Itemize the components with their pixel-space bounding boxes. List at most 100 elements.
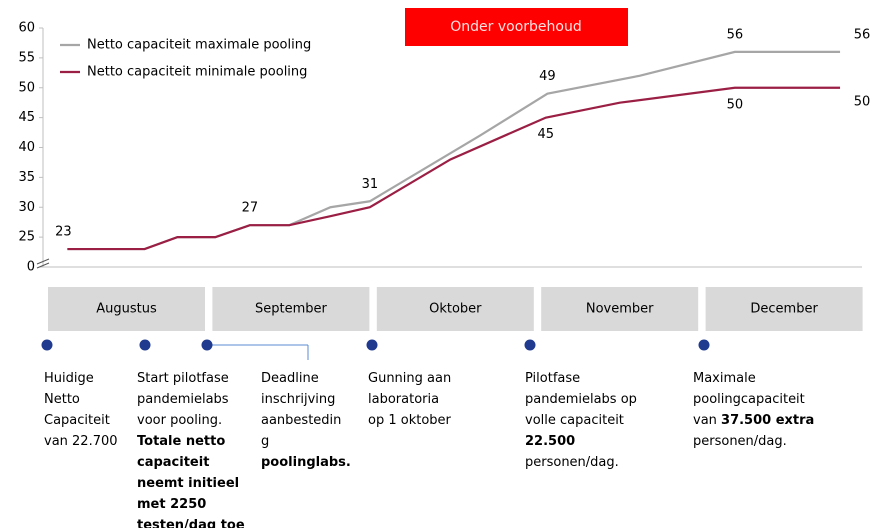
milestone-text: testen/dag toe bbox=[137, 518, 245, 528]
milestone-text-part: capaciteit bbox=[137, 455, 209, 470]
milestone-text: van 37.500 extra bbox=[693, 413, 814, 428]
milestone-text-part: op 1 oktober bbox=[368, 413, 452, 428]
badge-text: Onder voorbehoud bbox=[450, 19, 581, 35]
badge bbox=[405, 8, 628, 46]
legend-label: Netto capaciteit minimale pooling bbox=[87, 65, 307, 80]
month-label: Oktober bbox=[429, 302, 482, 317]
milestone-dot bbox=[366, 339, 378, 351]
milestone-text-part: 37.500 extra bbox=[721, 413, 814, 428]
milestone-text-part: aanbestedin bbox=[261, 413, 341, 428]
y-tick-label: 25 bbox=[18, 230, 35, 245]
milestone-text-part: Pilotfase bbox=[525, 371, 580, 386]
milestone-text: Deadline bbox=[261, 371, 319, 386]
milestone-text: aanbestedin bbox=[261, 413, 341, 428]
value-label: 56 bbox=[854, 27, 871, 42]
series-line bbox=[67, 50, 841, 251]
milestone-text-part: poolinglabs. bbox=[261, 455, 351, 470]
legend-label: Netto capaciteit maximale pooling bbox=[87, 38, 311, 53]
y-tick-label: 30 bbox=[18, 200, 35, 215]
month-label: November bbox=[586, 302, 654, 317]
milestone-text-part: Huidige bbox=[44, 371, 94, 386]
milestone-text-part: neemt initieel bbox=[137, 476, 239, 491]
milestone-text-part: voor pooling. bbox=[137, 413, 222, 428]
milestone-text: poolinglabs. bbox=[261, 455, 351, 470]
milestone-text-part: testen/dag toe bbox=[137, 518, 245, 528]
milestone-text: volle capaciteit bbox=[525, 413, 624, 428]
milestone-dot bbox=[201, 339, 213, 351]
axis-break bbox=[36, 258, 50, 269]
milestone-text: personen/dag. bbox=[693, 434, 787, 449]
value-label: 50 bbox=[854, 94, 871, 109]
y-tick-label: 55 bbox=[18, 50, 35, 65]
milestone-text-part: Netto bbox=[44, 392, 80, 407]
milestone-dot bbox=[698, 339, 710, 351]
milestone-text-part: Capaciteit bbox=[44, 413, 110, 428]
milestone-text: poolingcapaciteit bbox=[693, 392, 805, 407]
value-label: 50 bbox=[727, 97, 744, 112]
value-label: 49 bbox=[539, 69, 556, 84]
milestone-text: Maximale bbox=[693, 371, 756, 386]
milestone-dot bbox=[41, 339, 53, 351]
milestone-text: Capaciteit bbox=[44, 413, 110, 428]
milestone-text-part: van bbox=[693, 413, 721, 428]
y-tick-label: 50 bbox=[18, 80, 35, 95]
y-tick-label: 45 bbox=[18, 110, 35, 125]
milestone-text: pandemielabs op bbox=[525, 392, 637, 407]
value-label: 45 bbox=[538, 127, 555, 142]
month-box bbox=[541, 287, 699, 331]
month-box bbox=[48, 287, 205, 331]
milestone-text-part: volle capaciteit bbox=[525, 413, 624, 428]
milestone-text-part: Maximale bbox=[693, 371, 756, 386]
milestone-dot bbox=[524, 339, 536, 351]
milestone-text-part: Deadline bbox=[261, 371, 319, 386]
value-label: 56 bbox=[727, 27, 744, 42]
milestone-text-part: van 22.700 bbox=[44, 434, 118, 449]
milestone-text: pandemielabs bbox=[137, 392, 229, 407]
milestone-text: personen/dag. bbox=[525, 455, 619, 470]
month-label: Augustus bbox=[96, 302, 157, 317]
milestone-text-part: poolingcapaciteit bbox=[693, 392, 805, 407]
y-tick-label: 0 bbox=[27, 260, 35, 275]
milestone-text: Start pilotfase bbox=[137, 371, 229, 386]
milestone-text: op 1 oktober bbox=[368, 413, 452, 428]
milestone-text-part: 22.500 bbox=[525, 434, 575, 449]
milestone-text-part: Start pilotfase bbox=[137, 371, 229, 386]
series-line bbox=[67, 86, 841, 251]
month-box bbox=[212, 287, 370, 331]
month-box bbox=[376, 287, 534, 331]
value-label: 31 bbox=[362, 177, 379, 192]
milestone-text: Pilotfase bbox=[525, 371, 580, 386]
milestone-text-part: met 2250 bbox=[137, 497, 206, 512]
milestone-text: van 22.700 bbox=[44, 434, 118, 449]
milestone-text-part: Totale netto bbox=[137, 434, 225, 449]
milestone-text: Huidige bbox=[44, 371, 94, 386]
milestone-text-part: personen/dag. bbox=[525, 455, 619, 470]
y-tick-label: 40 bbox=[18, 140, 35, 155]
milestone-text: Netto bbox=[44, 392, 80, 407]
milestone-text-part: pandemielabs op bbox=[525, 392, 637, 407]
milestone-text: g bbox=[261, 434, 269, 449]
milestone-text: met 2250 bbox=[137, 497, 206, 512]
milestone-text-part: laboratoria bbox=[368, 392, 439, 407]
milestone-text: 22.500 bbox=[525, 434, 575, 449]
milestone-text-part: personen/dag. bbox=[693, 434, 787, 449]
milestone-text: voor pooling. bbox=[137, 413, 222, 428]
milestone-dot bbox=[139, 339, 151, 351]
milestone-text-part: Gunning aan bbox=[368, 371, 451, 386]
milestone-text-part: inschrijving bbox=[261, 392, 335, 407]
milestone-text: inschrijving bbox=[261, 392, 335, 407]
month-label: September bbox=[255, 302, 328, 317]
month-label: December bbox=[750, 302, 818, 317]
value-label: 23 bbox=[55, 225, 72, 240]
milestone-text: capaciteit bbox=[137, 455, 209, 470]
milestone-text-part: g bbox=[261, 434, 269, 449]
milestone-text: laboratoria bbox=[368, 392, 439, 407]
milestone-text-part: pandemielabs bbox=[137, 392, 229, 407]
value-label: 27 bbox=[242, 201, 259, 216]
milestone-text: Gunning aan bbox=[368, 371, 451, 386]
month-box bbox=[705, 287, 863, 331]
y-tick-label: 35 bbox=[18, 170, 35, 185]
milestone-text: Totale netto bbox=[137, 434, 225, 449]
y-tick-label: 60 bbox=[18, 21, 35, 36]
